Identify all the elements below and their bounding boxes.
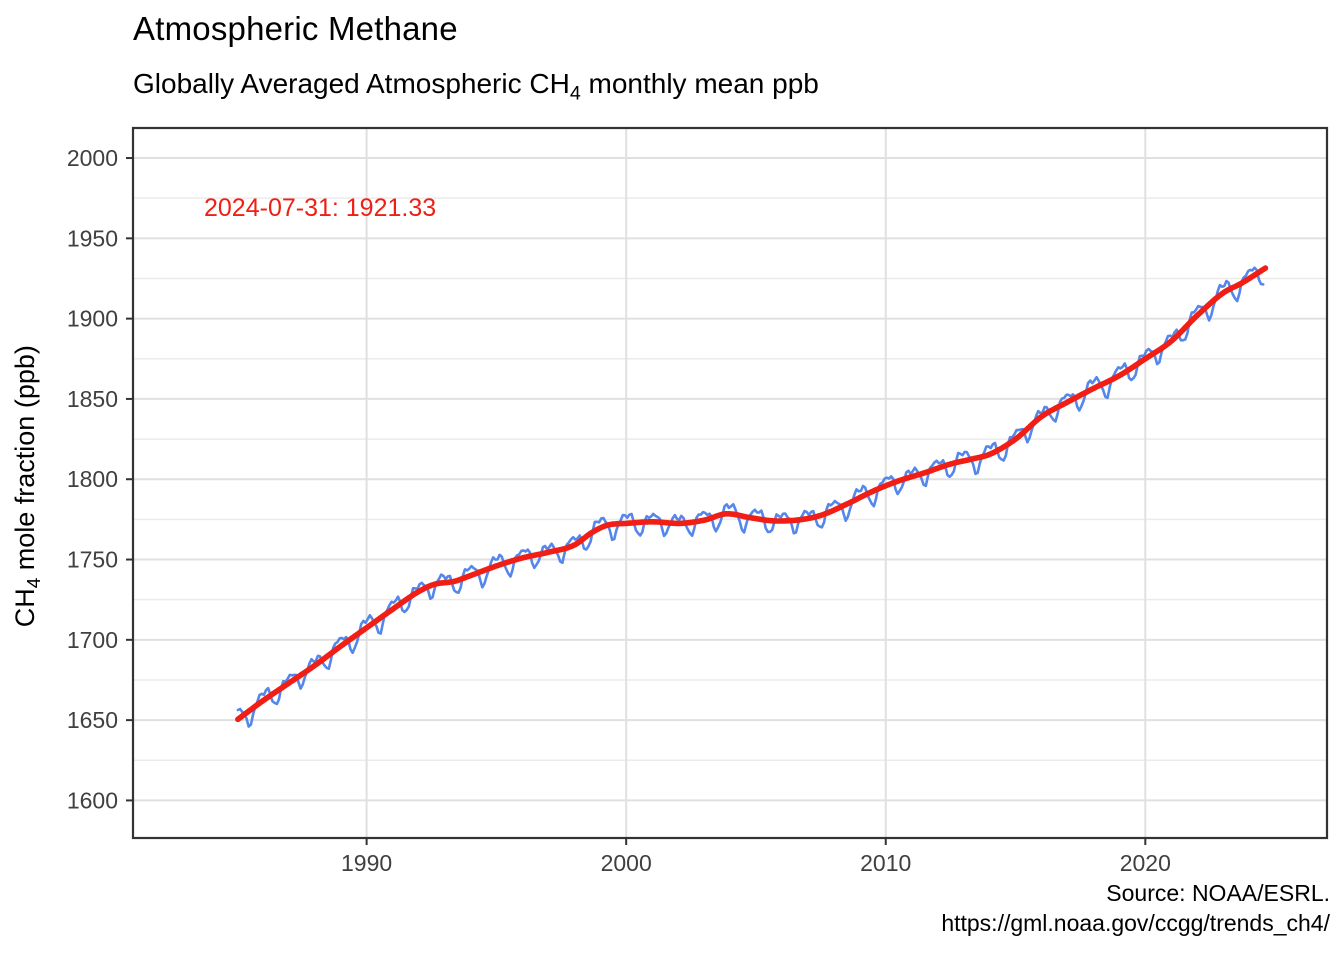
monthly-mean-line — [236, 266, 1265, 728]
y-tick-label: 1950 — [67, 225, 118, 251]
y-axis-label-subscript: 4 — [24, 577, 46, 589]
chart-title: Atmospheric Methane — [133, 10, 458, 47]
caption-url-line: https://gml.noaa.gov/ccgg/trends_ch4/ — [941, 910, 1330, 936]
chart-subtitle-subscript: 4 — [569, 82, 581, 105]
panel-border — [131, 126, 1329, 840]
y-tick-label: 1600 — [67, 787, 118, 813]
y-axis-label: CH4 mole fraction (ppb) — [10, 146, 46, 826]
trend-line — [235, 265, 1269, 723]
chart-subtitle: Globally Averaged Atmospheric CH4 monthl… — [133, 68, 819, 106]
y-tick-label: 1800 — [67, 466, 118, 492]
y-tick-label: 1650 — [67, 707, 118, 733]
y-tick-label: 1900 — [67, 306, 118, 332]
x-tick-label: 2000 — [601, 850, 652, 876]
latest-value-annotation: 2024-07-31: 1921.33 — [204, 194, 437, 222]
y-tick-label: 1700 — [67, 627, 118, 653]
x-tick-label: 1990 — [341, 850, 392, 876]
y-tick-label: 1750 — [67, 547, 118, 573]
source-caption: Source: NOAA/ESRL. https://gml.noaa.gov/… — [941, 878, 1330, 938]
y-tick-label: 2000 — [67, 145, 118, 171]
x-tick-label: 2020 — [1120, 850, 1171, 876]
chart-subtitle-text-tail: monthly mean ppb — [580, 68, 819, 99]
caption-source-line: Source: NOAA/ESRL. — [1106, 880, 1330, 906]
x-tick-label: 2010 — [860, 850, 911, 876]
chart-subtitle-text: Globally Averaged Atmospheric CH — [133, 68, 570, 99]
y-tick-label: 1850 — [67, 386, 118, 412]
y-axis-label-text: CH — [9, 588, 40, 628]
y-axis-label-text-tail: mole fraction (ppb) — [9, 345, 40, 578]
